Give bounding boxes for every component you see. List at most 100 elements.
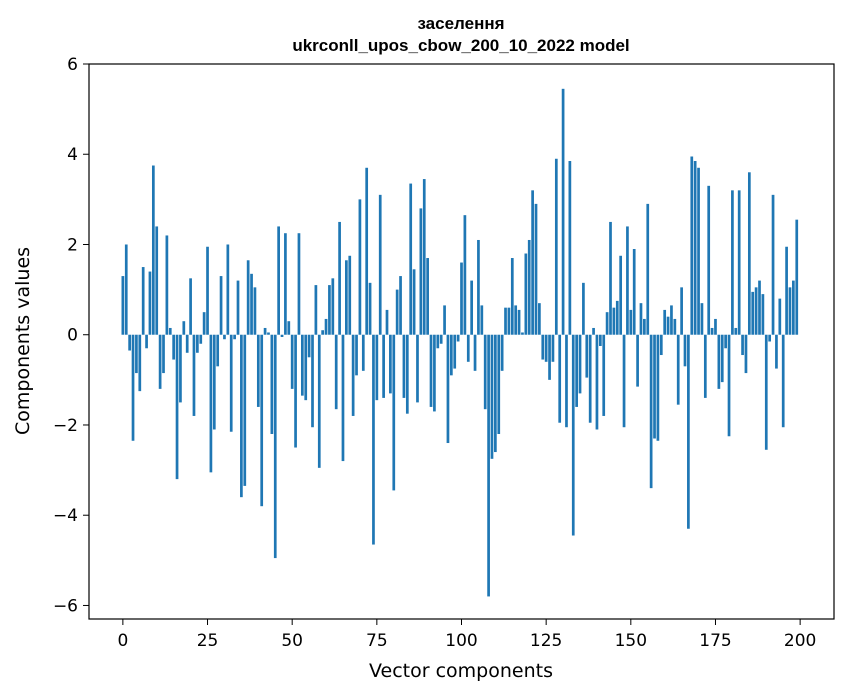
bar xyxy=(504,307,507,335)
bar xyxy=(124,244,128,335)
bar xyxy=(433,334,436,412)
x-tick-label: 0 xyxy=(117,631,128,651)
bar xyxy=(676,334,680,405)
bar xyxy=(707,185,711,335)
bar xyxy=(294,334,297,448)
bar xyxy=(788,287,792,335)
bar xyxy=(494,334,497,453)
bar xyxy=(626,226,629,335)
bar xyxy=(687,334,690,529)
bar xyxy=(399,276,402,335)
bar xyxy=(653,334,656,439)
bar xyxy=(507,307,511,335)
bar xyxy=(297,233,301,335)
bar xyxy=(290,334,294,389)
bar xyxy=(449,334,453,376)
bar xyxy=(697,167,700,335)
x-tick-label: 175 xyxy=(699,631,731,651)
bar xyxy=(304,334,308,401)
bar xyxy=(233,334,236,340)
bar xyxy=(764,334,768,450)
bar xyxy=(162,334,165,374)
bar xyxy=(490,334,494,459)
bar xyxy=(202,312,206,335)
bar xyxy=(334,334,338,410)
y-tick-label: 6 xyxy=(67,55,78,75)
bar xyxy=(609,221,612,335)
bar xyxy=(382,334,385,398)
bar xyxy=(487,334,490,597)
bar xyxy=(412,269,416,335)
bar xyxy=(226,244,230,335)
bar xyxy=(571,334,575,536)
bar xyxy=(172,334,176,360)
x-tick-label: 75 xyxy=(366,631,388,651)
bar xyxy=(338,221,341,335)
bar xyxy=(754,287,758,335)
bar xyxy=(639,303,643,335)
y-tick-label: 2 xyxy=(67,235,78,255)
bar xyxy=(561,88,565,335)
bar xyxy=(592,327,595,335)
bar xyxy=(646,203,650,335)
bar xyxy=(321,330,325,335)
bar xyxy=(416,334,419,403)
bar xyxy=(185,334,189,353)
bar xyxy=(473,334,477,371)
bar xyxy=(636,334,639,387)
bar xyxy=(598,334,602,347)
bar xyxy=(602,334,606,416)
bar xyxy=(795,219,799,335)
bar xyxy=(456,334,460,342)
bar xyxy=(158,334,162,389)
bar xyxy=(453,334,457,369)
bar xyxy=(128,334,131,351)
bar xyxy=(179,334,182,403)
bar xyxy=(703,334,707,398)
bar xyxy=(514,305,518,335)
bar xyxy=(585,334,589,378)
bar xyxy=(477,239,480,335)
bar xyxy=(168,327,172,335)
bar xyxy=(680,287,683,335)
bar xyxy=(510,258,514,335)
bar xyxy=(497,334,501,434)
bar xyxy=(324,318,328,335)
bar xyxy=(229,334,233,432)
chart-title-line2: ukrconll_upos_cbow_200_10_2022 model xyxy=(292,36,629,55)
bar xyxy=(595,334,599,430)
bar xyxy=(148,271,152,335)
bar xyxy=(182,321,186,335)
bar xyxy=(328,285,331,335)
y-tick-label: −4 xyxy=(53,506,78,526)
bar xyxy=(483,334,487,410)
bar xyxy=(358,199,362,335)
x-axis-label: Vector components xyxy=(369,660,553,682)
bar xyxy=(392,334,396,491)
bar xyxy=(575,334,578,407)
bar xyxy=(670,305,673,335)
bar xyxy=(300,334,304,396)
bar xyxy=(135,334,138,374)
bar xyxy=(632,249,636,335)
bar xyxy=(443,305,446,335)
bar xyxy=(720,334,724,383)
bar xyxy=(378,194,382,335)
bar xyxy=(223,334,226,340)
bar xyxy=(165,235,169,335)
bar xyxy=(538,303,541,335)
bar xyxy=(280,334,284,337)
bar xyxy=(558,334,562,423)
y-tick-label: 4 xyxy=(67,145,78,165)
bar xyxy=(436,334,440,349)
bar xyxy=(710,327,714,335)
bar xyxy=(724,334,727,349)
y-axis-ticks: −6 −4 −2 0 2 4 6 xyxy=(53,55,89,616)
bar xyxy=(236,280,240,335)
bar xyxy=(531,190,534,335)
bar xyxy=(615,300,619,335)
bar xyxy=(409,183,413,335)
bar xyxy=(524,253,528,335)
x-tick-label: 200 xyxy=(784,631,816,651)
chart-title-line1: заселення xyxy=(417,14,504,33)
